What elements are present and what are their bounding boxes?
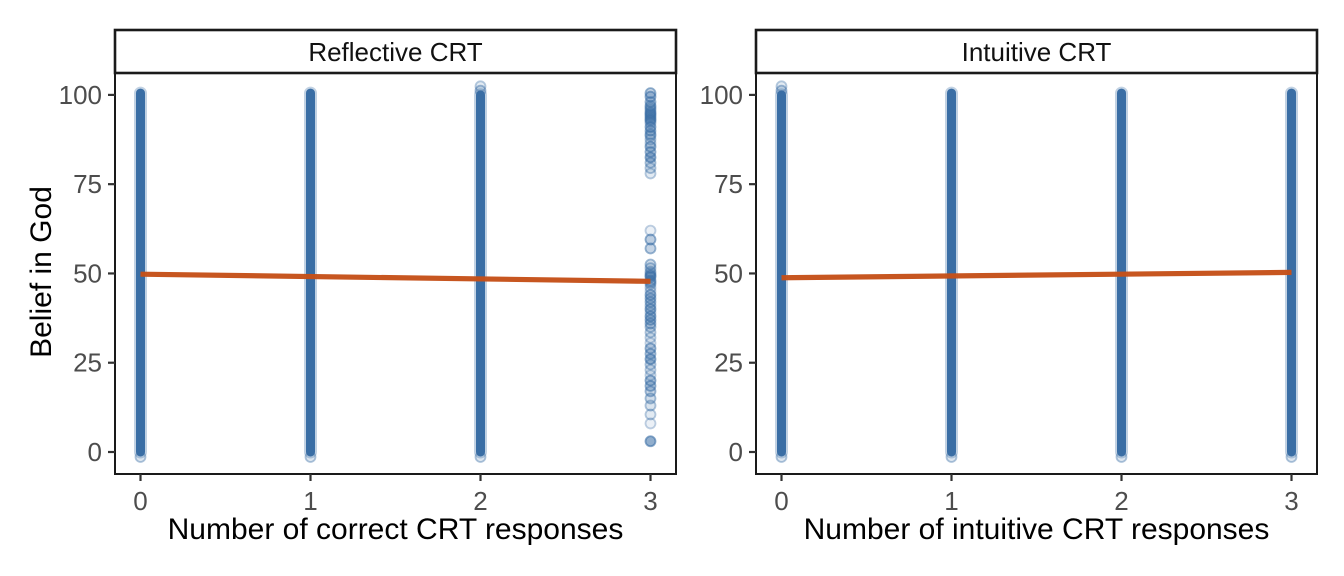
x-tick-label: 3 bbox=[1284, 486, 1298, 516]
data-point bbox=[644, 408, 657, 421]
x-axis-title-right: Number of intuitive CRT responses bbox=[803, 513, 1270, 546]
x-axis-title-left: Number of correct CRT responses bbox=[167, 513, 624, 546]
x-tick-label: 1 bbox=[944, 486, 958, 516]
facet-strip-label-reflective: Reflective CRT bbox=[308, 37, 483, 67]
data-point bbox=[644, 151, 657, 164]
data-point bbox=[644, 87, 657, 100]
data-point bbox=[644, 124, 657, 137]
y-tick-label: 50 bbox=[714, 258, 743, 288]
data-point bbox=[644, 321, 657, 333]
data-point bbox=[644, 310, 657, 323]
data-point bbox=[644, 326, 657, 339]
x-tick-label: 1 bbox=[303, 486, 317, 516]
y-tick-label: 75 bbox=[73, 169, 102, 199]
facet-strip-box bbox=[113, 28, 678, 75]
trend-line bbox=[781, 269, 1292, 281]
y-tick-label: 75 bbox=[714, 169, 743, 199]
x-tick-label: 0 bbox=[774, 486, 788, 516]
data-point bbox=[644, 358, 657, 371]
facet-strip-box bbox=[754, 28, 1319, 75]
y-tick-label: 0 bbox=[729, 437, 743, 467]
data-point bbox=[644, 137, 657, 150]
data-point bbox=[644, 385, 657, 398]
data-point bbox=[644, 224, 657, 237]
y-tick-label: 100 bbox=[59, 80, 102, 110]
y-tick-label: 50 bbox=[73, 258, 102, 288]
data-point bbox=[644, 392, 657, 405]
data-point bbox=[644, 242, 657, 255]
data-point bbox=[644, 233, 657, 246]
x-tick-label: 0 bbox=[133, 486, 147, 516]
x-tick-label: 2 bbox=[473, 486, 487, 516]
data-point bbox=[644, 417, 657, 430]
data-point bbox=[644, 380, 657, 392]
data-point bbox=[644, 317, 657, 330]
y-tick-label: 25 bbox=[714, 348, 743, 378]
y-tick-label: 25 bbox=[73, 348, 102, 378]
data-point bbox=[644, 353, 657, 366]
data-point bbox=[644, 128, 657, 141]
facet-strip-label-intuitive: Intuitive CRT bbox=[961, 37, 1112, 67]
y-tick-label: 0 bbox=[88, 437, 102, 467]
data-point bbox=[644, 399, 657, 412]
y-tick-label: 100 bbox=[700, 80, 743, 110]
data-point bbox=[644, 435, 657, 448]
x-tick-label: 3 bbox=[643, 486, 657, 516]
data-point bbox=[644, 121, 657, 133]
data-point bbox=[644, 288, 657, 301]
x-tick-label: 2 bbox=[1114, 486, 1128, 516]
data-point bbox=[644, 156, 657, 169]
data-point bbox=[644, 162, 657, 175]
trend-line bbox=[140, 271, 651, 284]
data-point bbox=[644, 167, 657, 180]
y-axis-title: Belief in God bbox=[25, 186, 58, 358]
data-point bbox=[644, 313, 657, 326]
